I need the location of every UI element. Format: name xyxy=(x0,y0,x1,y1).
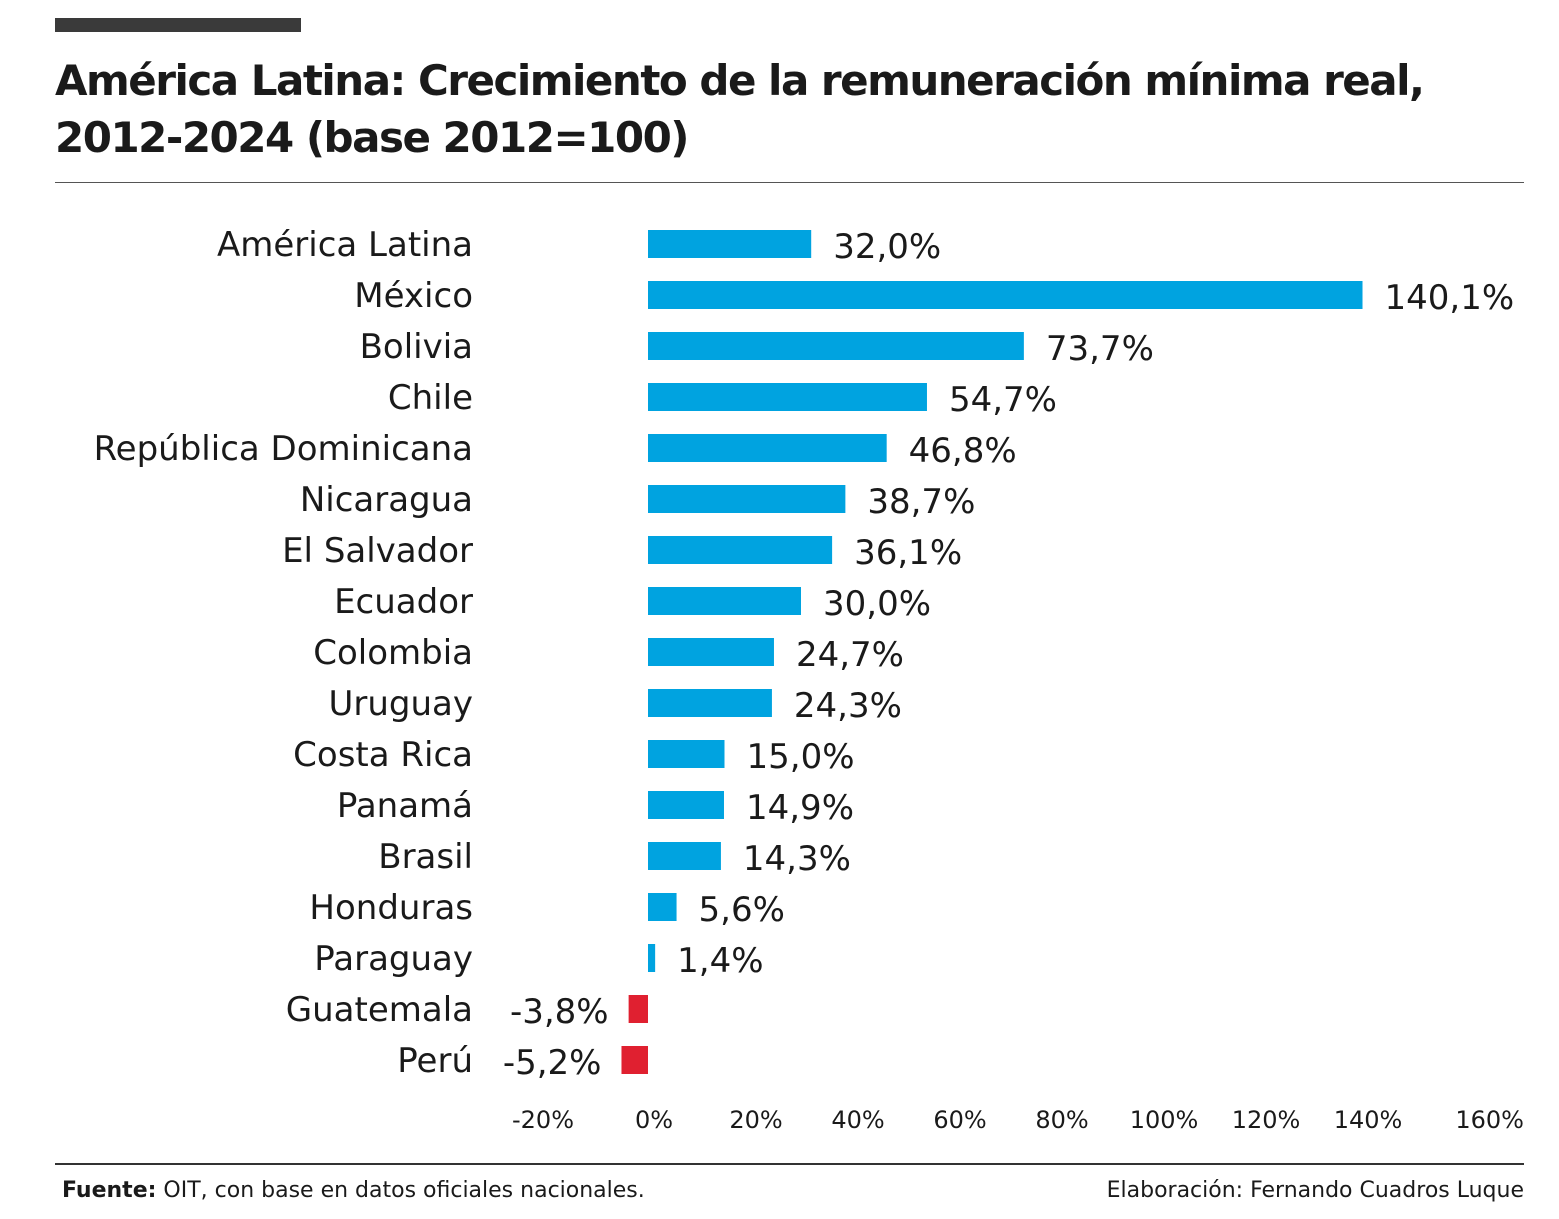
bar-el-salvador xyxy=(648,536,833,564)
category-label-nicaragua: Nicaragua xyxy=(300,480,473,520)
bar-america-latina xyxy=(648,230,812,258)
category-label-mexico: México xyxy=(354,276,473,316)
bar-paraguay xyxy=(648,944,656,972)
bar-chile xyxy=(648,383,927,411)
category-label-republica-dominicana: República Dominicana xyxy=(94,429,473,469)
value-label-chile: 54,7% xyxy=(949,380,1057,420)
value-label-america-latina: 32,0% xyxy=(833,227,941,267)
category-label-paraguay: Paraguay xyxy=(314,939,473,979)
x-axis-tick-labels: -20% 0% 20% 40% 60% 80% 100% 120% 140% 160% xyxy=(512,1106,1524,1134)
category-label-panama: Panamá xyxy=(337,786,473,826)
value-label-ecuador: 30,0% xyxy=(823,584,931,624)
value-label-republica-dominicana: 46,8% xyxy=(909,431,1017,471)
value-label-guatemala: -3,8% xyxy=(510,992,609,1032)
category-label-brasil: Brasil xyxy=(378,837,473,877)
value-label-brasil: 14,3% xyxy=(743,839,851,879)
tick-label-80: 80% xyxy=(1035,1106,1088,1134)
value-labels: 32,0% 140,1% 73,7% 54,7% 46,8% 38,7% 36,1% 30,0… xyxy=(503,227,1514,1083)
source-label: Fuente: xyxy=(62,1178,157,1203)
bar-costa-rica xyxy=(648,740,725,768)
value-label-nicaragua: 38,7% xyxy=(867,482,975,522)
value-label-honduras: 5,6% xyxy=(699,890,785,930)
bar-peru xyxy=(621,1046,648,1074)
title-divider xyxy=(55,182,1524,183)
tick-label-minus-20: -20% xyxy=(512,1106,574,1134)
tick-label-20: 20% xyxy=(729,1106,782,1134)
bar-bolivia xyxy=(648,332,1024,360)
value-label-peru: -5,2% xyxy=(503,1043,602,1083)
tick-label-160: 160% xyxy=(1455,1106,1524,1134)
category-label-uruguay: Uruguay xyxy=(329,684,474,724)
bar-mexico xyxy=(648,281,1363,309)
tick-label-60: 60% xyxy=(933,1106,986,1134)
bar-chart: América Latina México Bolivia Chile Repúblic… xyxy=(94,225,1524,1134)
bar-ecuador xyxy=(648,587,801,615)
category-label-bolivia: Bolivia xyxy=(360,327,473,367)
tick-label-120: 120% xyxy=(1232,1106,1301,1134)
tick-label-0: 0% xyxy=(635,1106,673,1134)
bar-uruguay xyxy=(648,689,772,717)
top-accent-bar xyxy=(55,18,301,32)
bars xyxy=(621,230,1363,1074)
category-label-guatemala: Guatemala xyxy=(286,990,473,1030)
value-label-colombia: 24,7% xyxy=(796,635,904,675)
bar-colombia xyxy=(648,638,774,666)
value-label-uruguay: 24,3% xyxy=(794,686,902,726)
category-label-colombia: Colombia xyxy=(313,633,473,673)
tick-label-100: 100% xyxy=(1130,1106,1199,1134)
source-text: OIT, con base en datos oficiales naciona… xyxy=(156,1178,645,1203)
value-label-bolivia: 73,7% xyxy=(1046,329,1154,369)
category-label-ecuador: Ecuador xyxy=(334,582,473,622)
value-label-panama: 14,9% xyxy=(746,788,854,828)
tick-label-40: 40% xyxy=(831,1106,884,1134)
tick-label-140: 140% xyxy=(1334,1106,1403,1134)
chart-title: América Latina: Crecimiento de la remune… xyxy=(55,56,1425,162)
source-note: Fuente: OIT, con base en datos oficiales… xyxy=(62,1178,645,1203)
category-label-america-latina: América Latina xyxy=(217,225,473,265)
category-label-peru: Perú xyxy=(397,1041,473,1081)
bar-honduras xyxy=(648,893,677,921)
bar-brasil xyxy=(648,842,721,870)
value-label-mexico: 140,1% xyxy=(1385,278,1515,318)
value-label-costa-rica: 15,0% xyxy=(747,737,855,777)
bar-panama xyxy=(648,791,724,819)
category-label-honduras: Honduras xyxy=(309,888,473,928)
category-label-el-salvador: El Salvador xyxy=(282,531,473,571)
category-label-costa-rica: Costa Rica xyxy=(293,735,473,775)
value-label-el-salvador: 36,1% xyxy=(854,533,962,573)
bar-nicaragua xyxy=(648,485,846,513)
bar-republica-dominicana xyxy=(648,434,887,462)
category-labels: América Latina México Bolivia Chile Repúblic… xyxy=(94,225,473,1081)
value-label-paraguay: 1,4% xyxy=(677,941,763,981)
bar-guatemala xyxy=(628,995,648,1023)
credit-note: Elaboración: Fernando Cuadros Luque xyxy=(1106,1178,1524,1203)
footer-divider xyxy=(55,1163,1524,1165)
category-label-chile: Chile xyxy=(388,378,473,418)
